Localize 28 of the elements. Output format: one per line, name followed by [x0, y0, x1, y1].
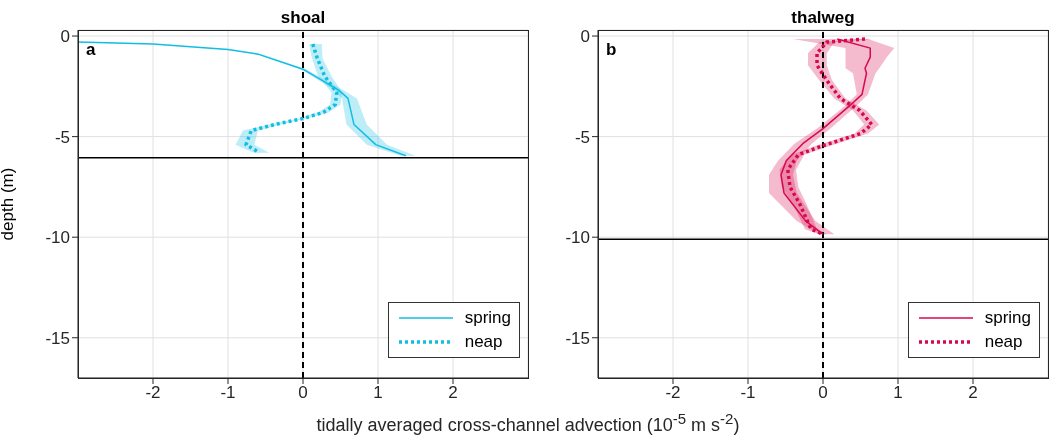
legend-label: neap — [464, 332, 503, 352]
legend-label: spring — [984, 308, 1031, 328]
x-tick-label: -2 — [145, 383, 161, 403]
annotation: a — [86, 40, 96, 60]
y-tick-label: -10 — [565, 228, 590, 248]
x-tick-label: 2 — [448, 383, 458, 403]
x-tick-label: -1 — [740, 383, 756, 403]
x-tick-label: 0 — [298, 383, 308, 403]
x-tick-label: -2 — [665, 383, 681, 403]
y-tick-label: -15 — [45, 328, 70, 348]
y-tick-label: 0 — [60, 27, 70, 47]
y-tick-label: -15 — [565, 328, 590, 348]
legend-label: neap — [984, 332, 1023, 352]
x-tick-label: -1 — [220, 383, 236, 403]
x-tick-label: 0 — [818, 383, 828, 403]
y-axis-title: depth (m) — [0, 166, 18, 243]
y-tick-label: -10 — [45, 228, 70, 248]
annotation: b — [606, 40, 617, 60]
x-tick-label: 1 — [893, 383, 903, 403]
chart-title: shoal — [279, 8, 327, 28]
y-tick-label: -5 — [574, 127, 590, 147]
y-tick-label: 0 — [580, 27, 590, 47]
legend-label: spring — [464, 308, 511, 328]
y-tick-label: -5 — [54, 127, 70, 147]
x-tick-label: 1 — [373, 383, 383, 403]
chart-title: thalweg — [790, 8, 856, 28]
x-axis-title: tidally averaged cross-channel advection (10$^{-5}$ m s$^{-2}$) — [315, 410, 741, 436]
x-tick-label: 2 — [968, 383, 978, 403]
